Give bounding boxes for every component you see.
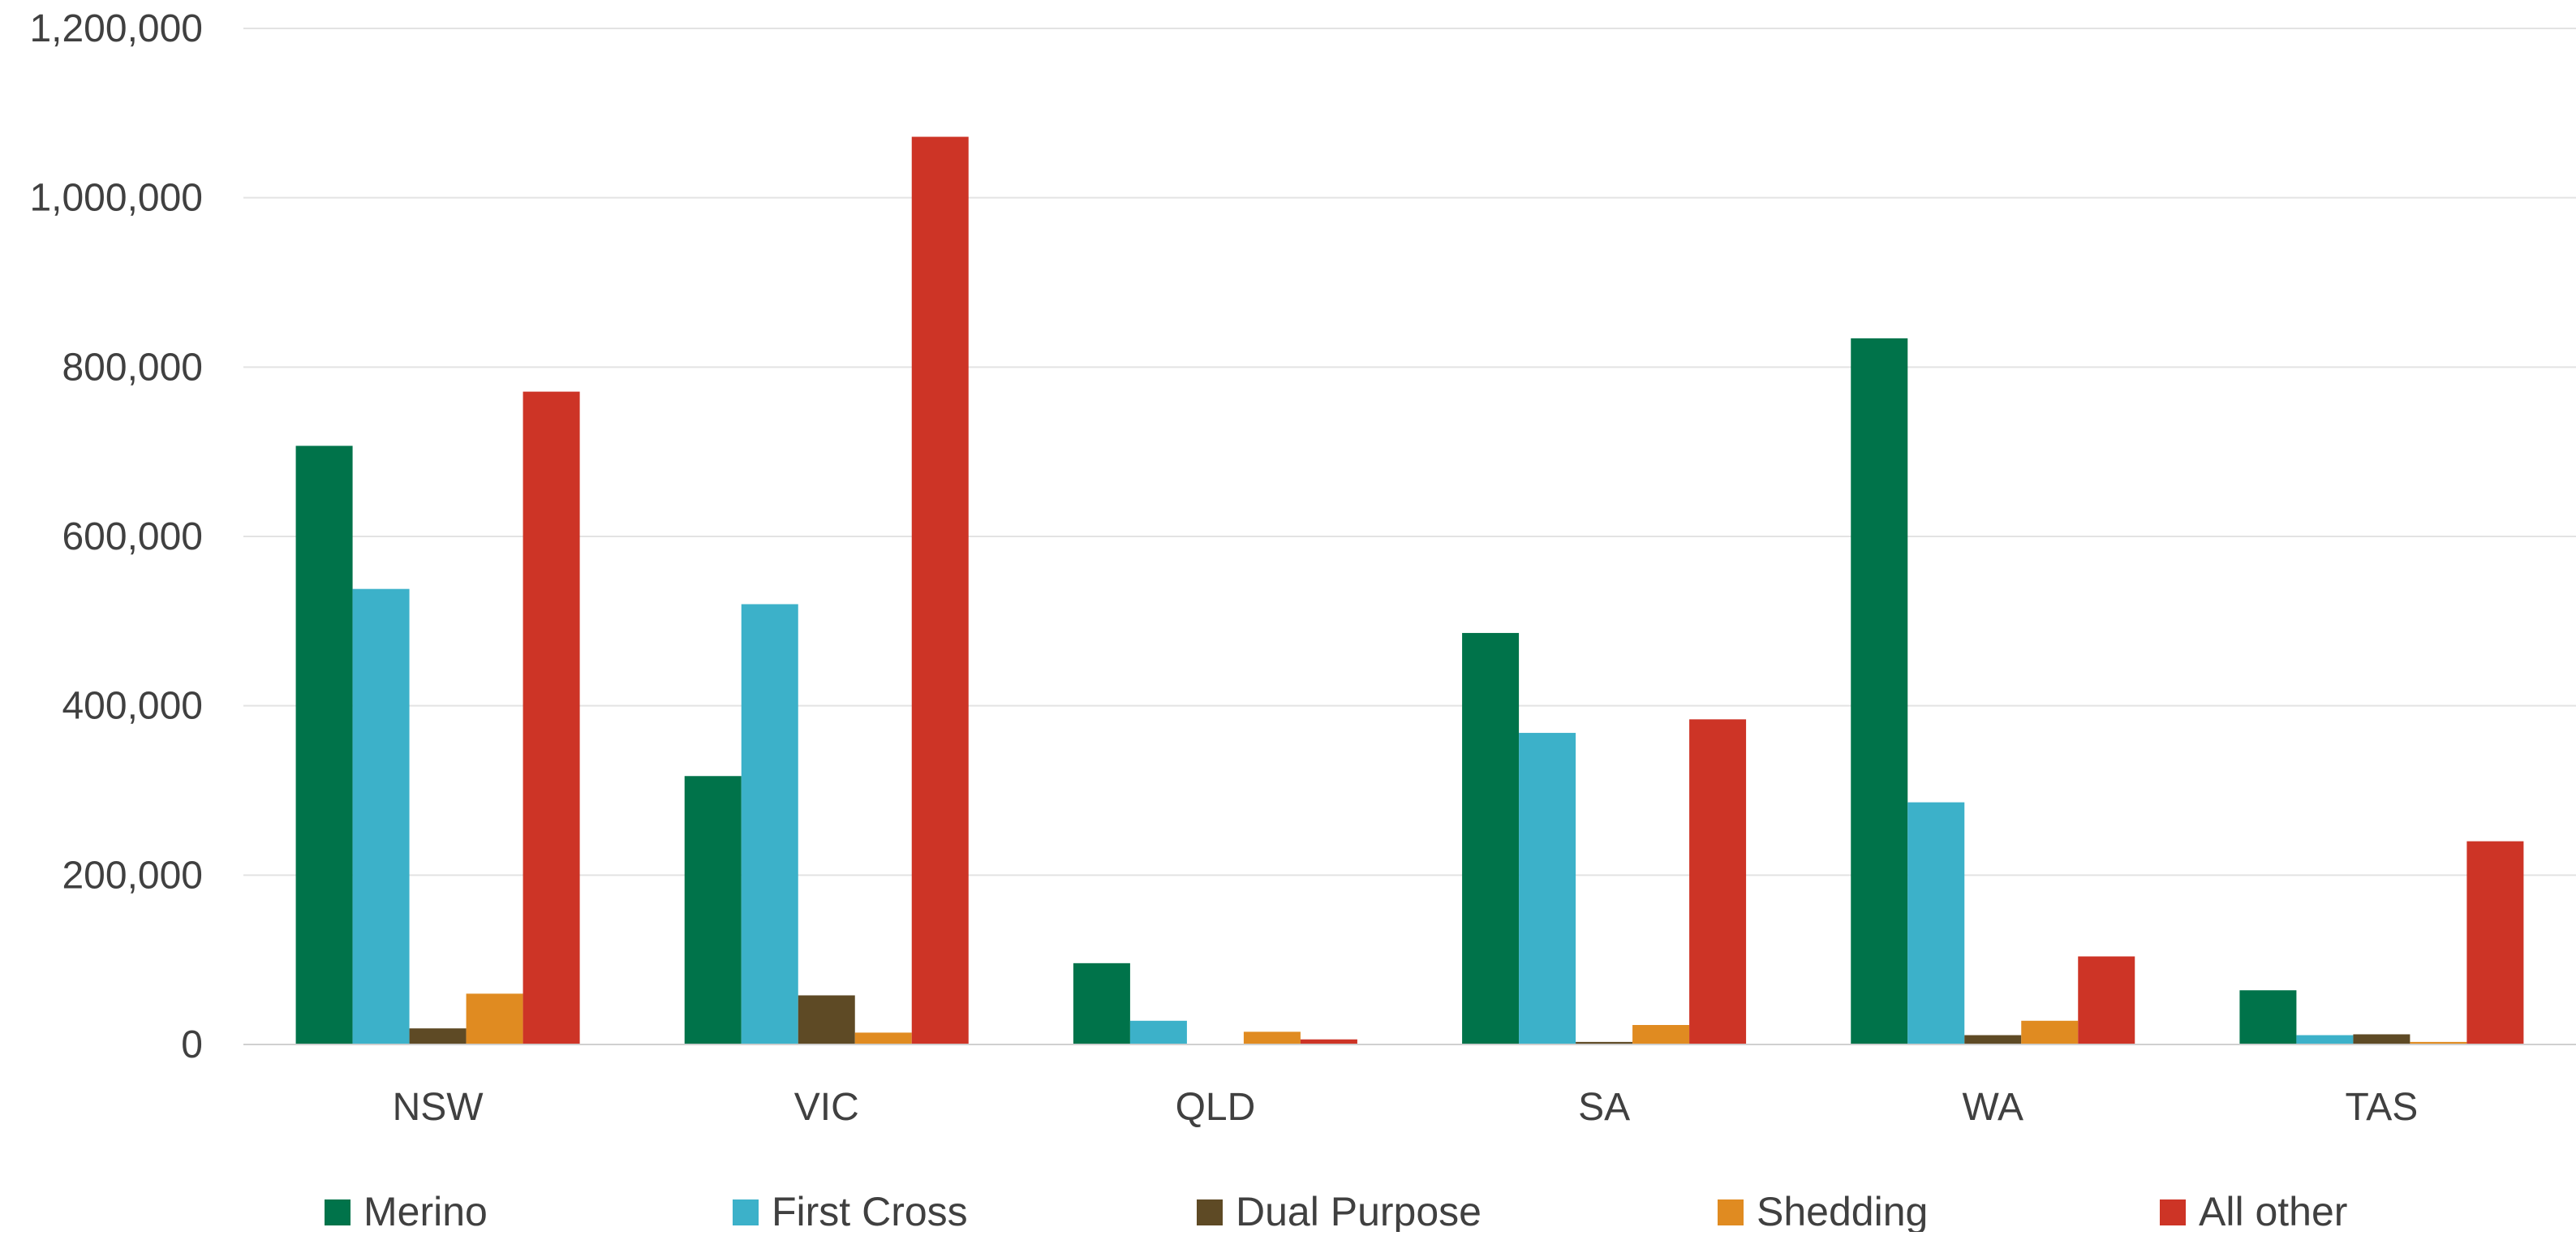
- bar-shedding-tas: [2410, 1041, 2467, 1044]
- bar-all-other-sa: [1689, 719, 1747, 1044]
- bar-shedding-vic: [854, 1032, 912, 1044]
- legend-swatch: [1197, 1199, 1223, 1225]
- y-tick-label: 1,000,000: [29, 177, 203, 220]
- bar-all-other-nsw: [523, 391, 580, 1045]
- legend-swatch: [325, 1199, 350, 1225]
- bar-first-cross-sa: [1519, 733, 1576, 1044]
- bar-dual-purpose-tas: [2353, 1034, 2410, 1044]
- y-tick-label: 800,000: [62, 346, 203, 389]
- bar-merino-wa: [1851, 338, 1908, 1044]
- bar-all-other-wa: [2078, 956, 2135, 1044]
- x-category-label: SA: [1578, 1086, 1630, 1129]
- y-tick-label: 0: [181, 1023, 203, 1066]
- bar-merino-tas: [2239, 990, 2297, 1044]
- y-tick-label: 600,000: [62, 515, 203, 558]
- legend-swatch: [2160, 1199, 2186, 1225]
- x-category-label: NSW: [393, 1086, 484, 1129]
- bar-first-cross-vic: [741, 604, 798, 1044]
- x-category-label: TAS: [2346, 1086, 2419, 1129]
- legend-swatch: [733, 1199, 759, 1225]
- legend-item-all-other: All other: [2160, 1189, 2347, 1234]
- y-tick-label: 1,200,000: [29, 7, 203, 50]
- legend-item-first-cross: First Cross: [733, 1189, 968, 1234]
- legend-label: Shedding: [1757, 1189, 1928, 1232]
- bar-shedding-qld: [1243, 1031, 1301, 1044]
- legend-item-shedding: Shedding: [1718, 1189, 1928, 1234]
- bar-all-other-qld: [1300, 1039, 1357, 1044]
- bar-merino-sa: [1462, 632, 1520, 1044]
- bar-all-other-vic: [911, 136, 969, 1045]
- bar-merino-qld: [1073, 963, 1130, 1044]
- x-category-label: VIC: [794, 1086, 859, 1129]
- bar-dual-purpose-wa: [1964, 1035, 2022, 1044]
- bar-dual-purpose-vic: [798, 995, 855, 1044]
- legend-item-merino: Merino: [325, 1189, 488, 1234]
- legend-item-dual-purpose: Dual Purpose: [1197, 1189, 1482, 1234]
- bar-dual-purpose-nsw: [409, 1028, 467, 1044]
- legend-label: First Cross: [772, 1189, 968, 1232]
- legend-swatch: [1718, 1199, 1744, 1225]
- y-tick-label: 400,000: [62, 685, 203, 728]
- x-category-label: QLD: [1176, 1086, 1256, 1129]
- bar-first-cross-tas: [2296, 1035, 2354, 1044]
- legend-label: Merino: [363, 1189, 488, 1232]
- gridlines: [243, 28, 2576, 876]
- bar-all-other-tas: [2466, 841, 2524, 1044]
- y-tick-label: 200,000: [62, 854, 203, 897]
- y-axis-tick-labels: 0 200,000 400,000 600,000 800,000 1,000,000 1,…: [29, 7, 203, 1066]
- legend: Merino First Cross Dual Purpose Shedding All…: [325, 1189, 2347, 1234]
- bar-merino-vic: [684, 776, 742, 1044]
- bar-shedding-sa: [1632, 1025, 1690, 1044]
- bar-first-cross-nsw: [352, 588, 410, 1044]
- x-axis-category-labels: NSW VIC QLD SA WA TAS: [393, 1086, 2419, 1129]
- x-category-label: WA: [1962, 1086, 2023, 1129]
- bar-first-cross-qld: [1129, 1020, 1187, 1044]
- bar-merino-nsw: [295, 446, 353, 1044]
- bar-first-cross-wa: [1907, 802, 1965, 1044]
- bar-shedding-wa: [2021, 1020, 2079, 1044]
- legend-label: All other: [2199, 1189, 2347, 1232]
- bars: [295, 136, 2524, 1045]
- bar-shedding-nsw: [466, 993, 523, 1044]
- bar-dual-purpose-sa: [1576, 1041, 1633, 1044]
- legend-label: Dual Purpose: [1236, 1189, 1482, 1232]
